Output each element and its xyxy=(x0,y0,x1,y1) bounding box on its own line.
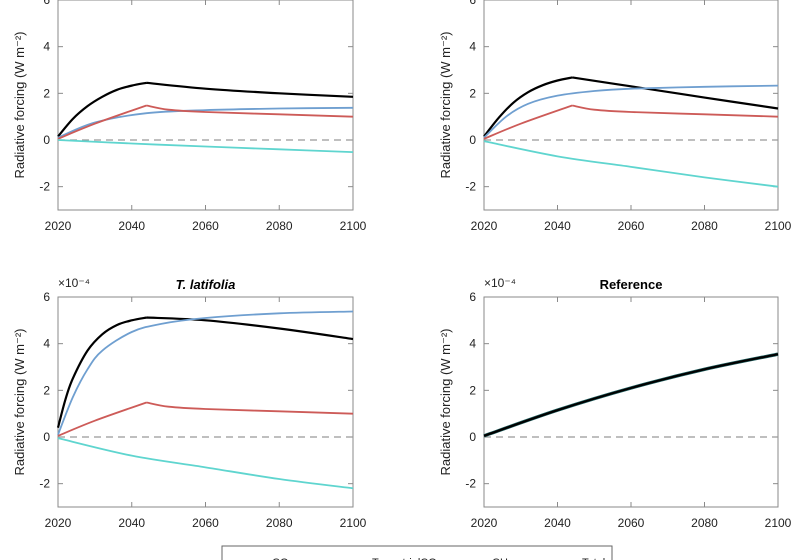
y-axis-label: Radiative forcing (W m⁻²) xyxy=(438,329,453,476)
series-line-co xyxy=(57,437,354,490)
x-tick-label: 2100 xyxy=(340,516,367,530)
x-tick-label: 2020 xyxy=(45,219,72,233)
axis-multiplier: ×10⁻⁴ xyxy=(58,276,90,290)
y-tick-label: 2 xyxy=(469,383,476,397)
series-line-ch xyxy=(57,310,354,436)
y-tick-label: -2 xyxy=(39,180,50,194)
legend-label: TerrestrialCO₂ xyxy=(372,557,441,560)
x-tick-label: 2020 xyxy=(471,219,498,233)
y-tick-label: 6 xyxy=(469,290,476,304)
x-tick-label: 2020 xyxy=(45,516,72,530)
axes-box xyxy=(483,296,779,508)
y-tick-label: 4 xyxy=(43,337,50,351)
y-tick-label: 2 xyxy=(43,383,50,397)
x-tick-label: 2040 xyxy=(118,219,145,233)
y-axis-label: Radiative forcing (W m⁻²) xyxy=(12,329,27,476)
series-line-total xyxy=(57,81,354,138)
legend-label: CH₄ xyxy=(492,557,513,560)
y-tick-label: 4 xyxy=(469,337,476,351)
legend-label: CO₂ xyxy=(272,557,293,560)
axes-box xyxy=(483,0,779,211)
x-tick-label: 2060 xyxy=(192,219,219,233)
y-tick-label: -2 xyxy=(465,180,476,194)
series-line-ch xyxy=(483,84,779,139)
series-line-terrestrialco xyxy=(57,104,354,140)
series-line-terrestrialco xyxy=(57,401,354,437)
panel-4: -2 0 2 4 6 2020 2040 2060 2080 2100 Radiative forc… xyxy=(438,276,792,530)
y-tick-label: 4 xyxy=(469,40,476,54)
panel-3: -2 0 2 4 6 2020 2040 2060 2080 2100 Radiative forc… xyxy=(12,276,367,530)
panel-1: -2 0 2 4 6 2020 2040 2060 2080 2100 Radiative forc… xyxy=(12,0,367,233)
x-tick-label: 2100 xyxy=(765,219,792,233)
axes-box xyxy=(57,296,354,508)
y-axis-label: Radiative forcing (W m⁻²) xyxy=(12,32,27,179)
y-axis-label: Radiative forcing (W m⁻²) xyxy=(438,32,453,179)
y-tick-label: 2 xyxy=(469,86,476,100)
series-line-co xyxy=(483,140,779,188)
series-line-terrestrialco xyxy=(483,104,779,140)
x-tick-label: 2040 xyxy=(544,516,571,530)
legend-label: Total xyxy=(582,557,605,560)
y-tick-label: 2 xyxy=(43,86,50,100)
x-tick-label: 2080 xyxy=(691,219,718,233)
y-tick-label: 0 xyxy=(43,133,50,147)
y-tick-label: 6 xyxy=(43,0,50,7)
axis-multiplier: ×10⁻⁴ xyxy=(484,276,516,290)
x-tick-label: 2060 xyxy=(192,516,219,530)
legend: CO₂ TerrestrialCO₂ CH₄ Total xyxy=(221,545,613,560)
series-line-co xyxy=(57,139,354,154)
axes-box xyxy=(57,0,354,211)
y-tick-label: -2 xyxy=(465,477,476,491)
legend-box xyxy=(221,545,613,560)
series-line-total xyxy=(483,76,779,138)
y-tick-label: 0 xyxy=(43,430,50,444)
y-tick-label: 6 xyxy=(469,0,476,7)
x-tick-label: 2080 xyxy=(266,219,293,233)
panel-2: -2 0 2 4 6 2020 2040 2060 2080 2100 Radiative forc… xyxy=(438,0,792,233)
y-tick-label: 6 xyxy=(43,290,50,304)
series-line-total xyxy=(483,353,779,437)
x-tick-label: 2060 xyxy=(618,516,645,530)
x-tick-label: 2040 xyxy=(118,516,145,530)
x-tick-label: 2100 xyxy=(340,219,367,233)
x-tick-label: 2060 xyxy=(618,219,645,233)
y-tick-label: -2 xyxy=(39,477,50,491)
panel-title: Reference xyxy=(600,277,663,292)
panel-title: T. latifolia xyxy=(176,277,236,292)
y-tick-label: 4 xyxy=(43,40,50,54)
x-tick-label: 2040 xyxy=(544,219,571,233)
x-tick-label: 2080 xyxy=(691,516,718,530)
y-tick-label: 0 xyxy=(469,430,476,444)
x-tick-label: 2020 xyxy=(471,516,498,530)
x-tick-label: 2100 xyxy=(765,516,792,530)
series-line-total xyxy=(56,316,354,428)
series-line-co xyxy=(483,352,779,438)
x-tick-label: 2080 xyxy=(266,516,293,530)
y-tick-label: 0 xyxy=(469,133,476,147)
